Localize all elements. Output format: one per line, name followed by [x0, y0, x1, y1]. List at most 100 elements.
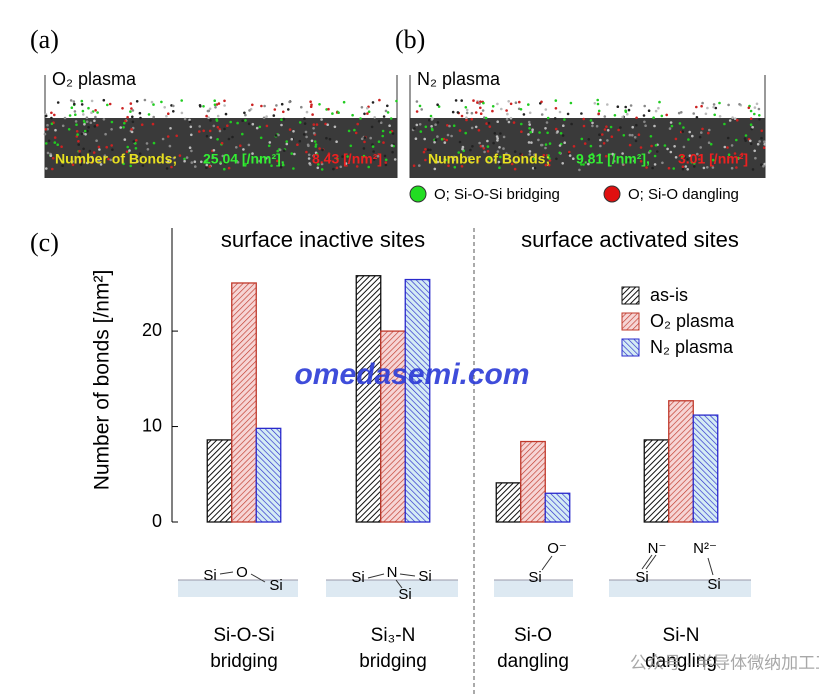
atom: [415, 123, 419, 127]
atom: [381, 134, 385, 138]
atom: [122, 126, 125, 129]
bar: [692, 414, 719, 523]
atom: [160, 100, 163, 104]
atom: [602, 142, 606, 145]
atom: [318, 147, 321, 150]
atom: [285, 140, 289, 143]
atom: [126, 115, 129, 119]
atom: [497, 160, 501, 164]
atom: [381, 129, 385, 133]
atom: [165, 114, 168, 118]
atom: [446, 124, 449, 127]
atom: [88, 149, 92, 153]
atom: [431, 117, 434, 120]
atom: [758, 118, 761, 121]
atom: [651, 166, 654, 170]
atom: [80, 103, 84, 106]
atom: [332, 167, 335, 171]
atom: [292, 167, 295, 170]
atom: [457, 151, 461, 154]
atom: [328, 137, 332, 141]
atom: [544, 108, 548, 111]
atom: [304, 130, 308, 134]
atom: [78, 149, 81, 153]
atom: [654, 144, 658, 147]
atom: [377, 120, 381, 123]
bar: [355, 275, 382, 523]
watermark: omedasemi.com: [294, 358, 529, 391]
atom: [486, 139, 489, 143]
atom: [447, 155, 451, 159]
atom: [180, 111, 184, 115]
atom: [53, 113, 56, 117]
atom: [93, 125, 97, 128]
atom: [537, 138, 540, 142]
atom: [760, 129, 764, 133]
atom: [545, 121, 549, 124]
atom: [359, 117, 362, 120]
atom: [251, 152, 254, 155]
atom: [315, 123, 319, 126]
atom: [499, 155, 502, 159]
atom: [465, 116, 468, 119]
atom: [280, 123, 283, 127]
atom: [190, 161, 194, 164]
atom-label: N⁻: [648, 540, 667, 557]
atom: [639, 146, 643, 149]
atom: [325, 136, 328, 140]
atom: [669, 150, 673, 154]
atom: [290, 152, 294, 155]
atom: [429, 148, 432, 152]
atom-label: Si: [528, 569, 541, 586]
atom: [282, 110, 285, 114]
atom: [308, 162, 311, 165]
atom: [519, 152, 522, 156]
atom: [520, 122, 523, 126]
atom: [367, 110, 371, 113]
panel-label: (b): [395, 25, 425, 54]
atom: [514, 101, 518, 104]
atom: [143, 98, 147, 102]
atom: [540, 113, 544, 116]
atom: [198, 104, 202, 107]
atom: [78, 153, 82, 156]
atom: [436, 121, 440, 124]
atom: [527, 133, 530, 136]
atom: [436, 135, 439, 138]
atom: [46, 151, 50, 155]
atom: [98, 148, 101, 151]
atom: [97, 145, 101, 149]
atom: [102, 118, 106, 121]
atom: [570, 122, 573, 126]
atom: [440, 137, 444, 141]
atom: [377, 140, 381, 143]
atom: [680, 155, 684, 159]
atom: [379, 121, 383, 124]
legend-text: O; Si-O-Si bridging: [434, 186, 560, 203]
atom: [533, 153, 536, 156]
atom: [469, 148, 472, 152]
atom: [598, 153, 602, 157]
atom: [499, 132, 502, 135]
atom: [559, 132, 563, 135]
atom: [654, 109, 658, 113]
atom: [309, 100, 312, 103]
atom: [188, 120, 192, 124]
atom: [510, 162, 514, 166]
atom: [212, 124, 216, 128]
x-tick-label: dangling: [645, 651, 717, 672]
atom: [83, 123, 86, 126]
atom: [446, 133, 450, 137]
atom: [418, 164, 421, 167]
atom: [420, 108, 424, 111]
atom: [298, 139, 302, 143]
atom: [426, 148, 430, 151]
atom: [553, 117, 557, 120]
atom: [324, 122, 327, 126]
atom: [110, 144, 113, 147]
atom: [555, 157, 558, 161]
atom: [418, 123, 422, 126]
atom: [71, 160, 74, 163]
atom: [349, 144, 353, 148]
atom: [505, 109, 508, 112]
